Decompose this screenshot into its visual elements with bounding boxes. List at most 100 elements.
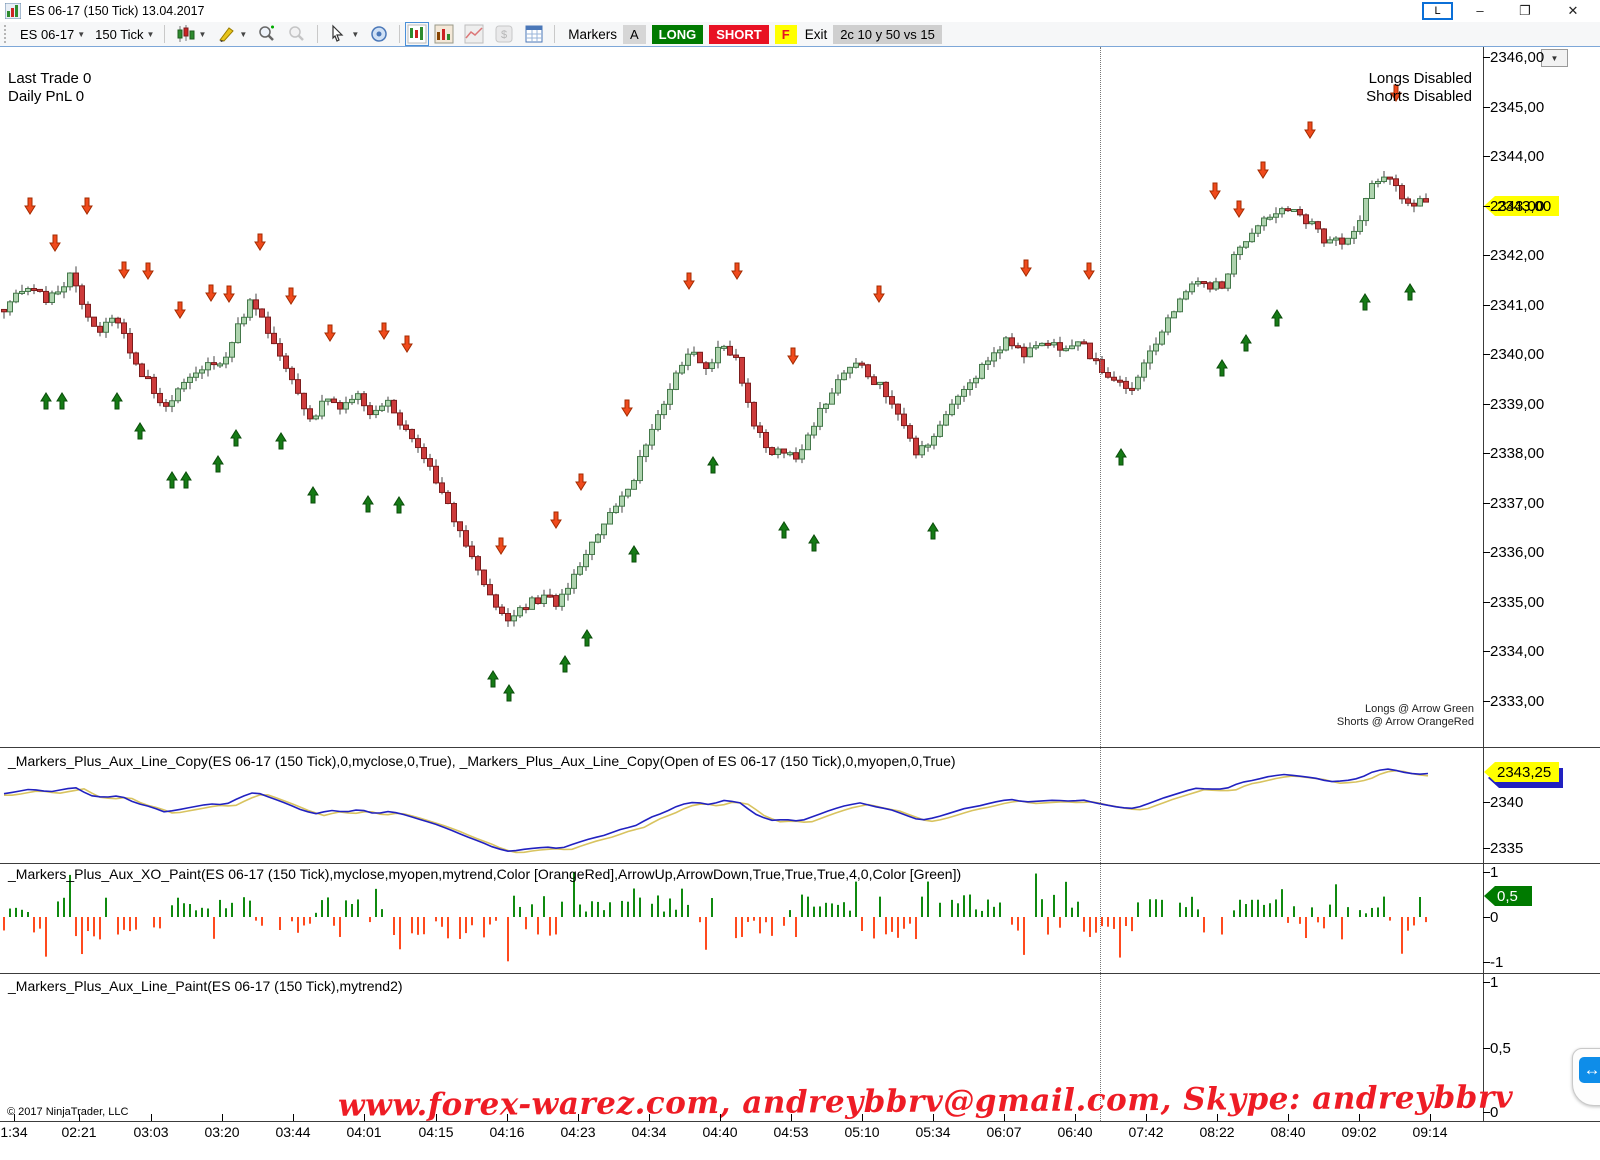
panel-separator[interactable]	[0, 863, 1600, 864]
legend-longs-note: Longs @ Arrow Green	[1365, 703, 1474, 715]
short-button[interactable]: SHORT	[709, 24, 769, 44]
axis-tick	[1483, 502, 1490, 504]
price-axis-label: 2335,00	[1490, 593, 1545, 611]
drawing-tools-button[interactable]: ▼	[211, 22, 252, 46]
data-box-button[interactable]	[364, 22, 394, 46]
panel-separator[interactable]	[0, 973, 1600, 974]
axis-tick	[1359, 1114, 1360, 1121]
axis-tick	[1483, 57, 1490, 58]
zoom-in-icon	[259, 25, 275, 41]
axis-tick	[1288, 1114, 1289, 1121]
long-button[interactable]: LONG	[651, 24, 704, 44]
account-performance-button[interactable]: $	[489, 22, 519, 46]
axis-tick	[436, 1114, 437, 1121]
axis-tick	[1483, 354, 1490, 355]
axis-tick	[1075, 1114, 1076, 1121]
panel3-indicator-label[interactable]: _Markers_Plus_Aux_XO_Paint(ES 06-17 (150…	[8, 866, 962, 882]
time-axis-label: 06:07	[986, 1124, 1022, 1140]
axis-tick	[1483, 1112, 1490, 1113]
price-axis-label: 2333,00	[1490, 692, 1545, 710]
zoom-out-icon	[289, 26, 305, 41]
zoom-in-button[interactable]	[252, 22, 282, 46]
exit-label[interactable]: Exit	[804, 26, 828, 42]
axis-tick	[14, 1114, 15, 1121]
teamviewer-bubble[interactable]: ↔	[1572, 1048, 1600, 1106]
axis-tick	[791, 1114, 792, 1121]
time-axis-label: 04:01	[346, 1124, 382, 1140]
minimize-button[interactable]: –	[1476, 3, 1484, 18]
time-axis-line	[0, 1121, 1600, 1122]
axis-tick	[222, 1114, 223, 1121]
axis-tick	[1483, 700, 1490, 702]
watermark-text: www.forex-warez.com, andreybbrv@gmail.co…	[337, 1079, 1514, 1124]
axis-tick	[1483, 156, 1490, 157]
last-price-badge: 2343,00	[1484, 196, 1559, 216]
panel3-axis-label: 1	[1490, 864, 1499, 881]
time-axis-label: 03:03	[133, 1124, 169, 1140]
chart-trader-button[interactable]	[405, 22, 430, 46]
time-axis-label: 04:53	[773, 1124, 809, 1140]
chevron-down-icon: ▼	[239, 29, 248, 39]
legend-shorts-note: Shorts @ Arrow OrangeRed	[1336, 716, 1474, 728]
instrument-selector[interactable]: ES 06-17 ▼	[20, 26, 86, 42]
chevron-down-icon: ▼	[198, 29, 207, 39]
time-axis-label: 08:22	[1199, 1124, 1235, 1140]
time-axis-label: 1:34	[0, 1124, 28, 1140]
shorts-disabled-status: Shorts Disabled	[1366, 88, 1472, 105]
close-button[interactable]: ✕	[1567, 2, 1579, 18]
time-axis-label: 04:15	[418, 1124, 454, 1140]
teamviewer-icon[interactable]: ↔	[1579, 1057, 1600, 1083]
axis-tick	[151, 1114, 152, 1121]
axis-tick	[364, 1114, 365, 1121]
restore-button[interactable]: ❐	[1519, 2, 1531, 18]
indicator-lines	[3, 768, 1429, 854]
chevron-down-icon: ▼	[351, 29, 360, 39]
market-analyzer-button[interactable]	[429, 22, 459, 46]
panel4-indicator-label[interactable]: _Markers_Plus_Aux_Line_Paint(ES 06-17 (1…	[8, 978, 403, 994]
app-icon	[5, 3, 21, 19]
layout-button[interactable]: L	[1422, 2, 1453, 20]
interval-selector[interactable]: 150 Tick ▼	[95, 26, 155, 42]
calendar-grid-button[interactable]	[519, 22, 549, 46]
toolbar-grip[interactable]	[4, 25, 9, 43]
overlay-chart-button[interactable]	[459, 22, 489, 46]
last-trade-readout: Last Trade 0	[8, 70, 92, 87]
account-badge[interactable]: A	[623, 24, 646, 44]
title-bar[interactable]: ES 06-17 (150 Tick) 13.04.2017 L – ❐ ✕	[0, 0, 1600, 22]
time-axis-label: 05:34	[915, 1124, 951, 1140]
toolbar-separator	[164, 25, 166, 43]
axis-tick	[1483, 304, 1490, 306]
zoom-out-button[interactable]	[282, 22, 312, 46]
panel2-close-badge: 2343,25	[1484, 762, 1559, 782]
grid-icon	[525, 25, 543, 43]
price-axis-dropdown[interactable]: ▼	[1541, 49, 1568, 67]
price-axis-label: 2343,00	[1490, 197, 1545, 215]
pencil-icon	[219, 27, 235, 42]
price-axis-label: 2342,00	[1490, 247, 1545, 264]
time-axis-label: 04:16	[489, 1124, 525, 1140]
panel2-indicator-label[interactable]: _Markers_Plus_Aux_Line_Copy(ES 06-17 (15…	[8, 753, 956, 769]
axis-tick	[862, 1114, 863, 1121]
toolbar-separator	[399, 25, 401, 43]
cursor-icon	[332, 24, 344, 42]
price-axis-label: 2346,00	[1490, 49, 1545, 66]
strategy-params-badge: 2c 10 y 50 vs 15	[833, 24, 942, 44]
time-axis-label: 04:34	[631, 1124, 667, 1140]
axis-tick	[1430, 1114, 1431, 1121]
toolbar-separator	[554, 25, 556, 43]
panel-separator[interactable]	[0, 747, 1600, 748]
price-axis-label: 2337,00	[1490, 494, 1545, 512]
time-axis-label: 08:40	[1270, 1124, 1306, 1140]
time-axis-label: 03:44	[275, 1124, 311, 1140]
price-axis-line[interactable]	[1483, 47, 1484, 1121]
chart-canvas[interactable]	[0, 0, 1483, 1121]
panel3-value-badge: 0,5	[1484, 886, 1532, 906]
cursor-tool-button[interactable]: ▼	[323, 22, 364, 46]
panel4-axis-label: 0,5	[1490, 1040, 1511, 1057]
xo-histogram	[3, 872, 1427, 962]
candlestick-series	[1, 170, 1429, 627]
flatten-button[interactable]: F	[774, 24, 797, 44]
price-axis-label: 2344,00	[1490, 148, 1545, 165]
chart-style-button[interactable]: ▼	[170, 22, 211, 46]
